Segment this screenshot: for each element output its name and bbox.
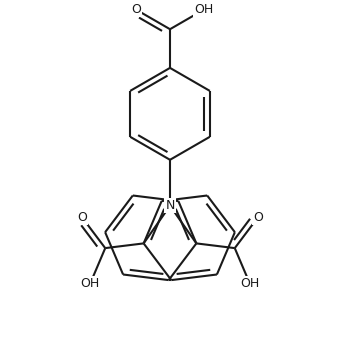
Text: N: N: [165, 199, 175, 212]
Text: OH: OH: [194, 3, 213, 16]
Text: O: O: [253, 211, 263, 224]
Text: O: O: [132, 3, 141, 16]
Text: OH: OH: [81, 277, 100, 290]
Text: O: O: [77, 211, 87, 224]
Text: OH: OH: [240, 277, 259, 290]
